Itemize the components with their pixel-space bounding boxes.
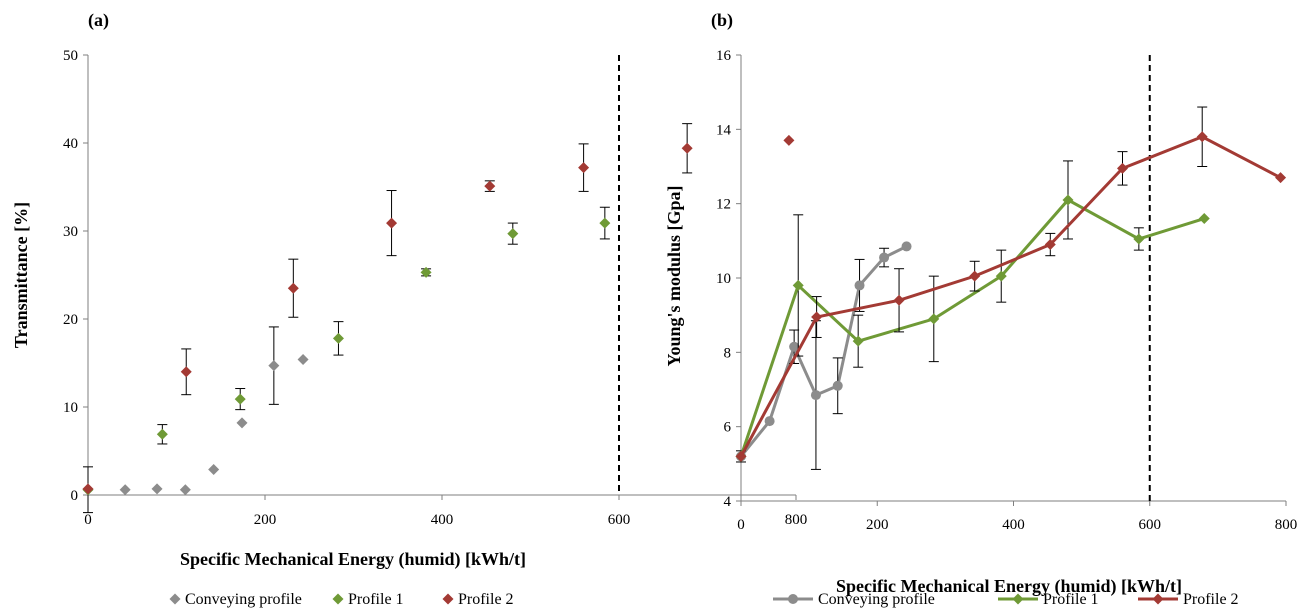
y-tick-label: 8 — [724, 345, 732, 361]
marks-b — [735, 55, 1287, 501]
y-axis-title-a: Transmittance [%] — [11, 202, 31, 348]
data-point-profile-2 — [681, 142, 693, 154]
panel-label-b: (b) — [711, 10, 733, 31]
data-point-conveying-profile — [208, 463, 220, 475]
y-tick-label: 14 — [716, 122, 732, 138]
data-point-conveying-profile — [297, 353, 309, 365]
data-point-profile-2 — [82, 483, 94, 495]
y-tick-label: 50 — [63, 48, 78, 64]
data-point-profile-1 — [1133, 233, 1145, 245]
x-tick-label: 600 — [608, 512, 631, 528]
x-tick-label: 800 — [1275, 517, 1298, 533]
data-point-profile-1 — [792, 279, 804, 291]
y-tick-label: 12 — [716, 197, 731, 213]
data-point-profile-1 — [507, 228, 519, 240]
x-tick-label: 600 — [1139, 517, 1162, 533]
data-point-conveying-profile — [832, 380, 843, 391]
y-axis-title-b: Young's modulus [Gpa] — [664, 185, 684, 366]
x-tick-label: 800 — [785, 512, 808, 528]
data-point-profile-1 — [420, 266, 432, 278]
data-point-profile-1 — [852, 335, 864, 347]
axes-a: 0 10 20 30 40 50 0 200 400 600 800 — [63, 48, 807, 528]
data-point-profile-2 — [1117, 162, 1128, 174]
panel-label-a: (a) — [88, 10, 109, 31]
series-line-profile-2 — [739, 135, 1282, 458]
x-axis-title-a: Specific Mechanical Energy (humid) [kWh/… — [180, 549, 526, 570]
x-tick-label: 0 — [737, 517, 745, 533]
chart-panel-b: (b) 4 6 8 10 12 14 16 0 200 400 600 800 Specific Me… — [664, 10, 1297, 608]
data-point-profile-2 — [1275, 172, 1287, 184]
data-point-profile-1 — [1198, 213, 1210, 225]
data-point-profile-2 — [484, 180, 496, 192]
x-axis-title-b: Specific Mechanical Energy (humid) [kWh/… — [836, 576, 1182, 597]
y-tick-label: 10 — [63, 400, 78, 416]
data-point-conveying-profile — [119, 484, 131, 496]
legend-label-profile-2: Profile 2 — [1183, 591, 1239, 608]
legend-label-profile-1: Profile 1 — [1043, 591, 1099, 608]
data-point-conveying-profile — [879, 252, 890, 263]
y-tick-label: 4 — [724, 494, 732, 510]
series-line-profile-1 — [739, 198, 1205, 457]
legend-marker-conveying-profile — [169, 593, 181, 605]
legend-a: Conveying profile Profile 1 Profile 2 — [169, 591, 514, 608]
data-point-conveying-profile — [854, 280, 865, 291]
data-point-conveying-profile — [268, 360, 280, 372]
legend-marker-profile-1 — [332, 593, 344, 605]
y-tick-label: 0 — [71, 488, 79, 504]
data-point-profile-2 — [811, 311, 823, 323]
y-tick-label: 30 — [63, 224, 78, 240]
data-point-conveying-profile — [810, 390, 821, 401]
x-tick-label: 200 — [254, 512, 277, 528]
data-point-conveying-profile — [151, 483, 163, 495]
data-point-profile-2 — [287, 282, 299, 294]
y-tick-label: 16 — [716, 48, 732, 64]
data-point-profile-1 — [332, 332, 344, 344]
legend-label-profile-2: Profile 2 — [458, 591, 514, 608]
data-point-conveying-profile — [236, 417, 248, 429]
x-tick-label: 400 — [431, 512, 454, 528]
y-tick-label: 6 — [724, 420, 732, 436]
legend-marker-profile-1 — [1012, 593, 1024, 605]
data-point-profile-2 — [735, 450, 747, 462]
legend-marker-conveying-profile — [788, 594, 798, 604]
x-tick-label: 0 — [84, 512, 92, 528]
y-tick-label: 10 — [716, 271, 731, 287]
data-point-conveying-profile — [789, 341, 800, 352]
data-point-profile-1 — [234, 393, 246, 405]
data-point-conveying-profile — [764, 416, 775, 427]
x-tick-label: 200 — [866, 517, 889, 533]
data-point-profile-2 — [578, 162, 590, 174]
legend-label-conveying-profile: Conveying profile — [185, 591, 302, 608]
x-tick-label: 400 — [1002, 517, 1025, 533]
axes-b: 4 6 8 10 12 14 16 0 200 400 600 800 — [716, 48, 1297, 533]
legend-marker-profile-2 — [1152, 593, 1164, 605]
data-point-profile-2 — [1044, 239, 1056, 251]
data-point-profile-2 — [969, 270, 981, 282]
data-point-conveying-profile — [901, 241, 912, 252]
marks-a — [82, 55, 795, 514]
y-tick-label: 20 — [63, 312, 78, 328]
data-point-profile-1 — [599, 217, 611, 229]
data-point-profile-1 — [156, 428, 168, 440]
data-point-conveying-profile — [179, 484, 191, 496]
data-point-profile-1 — [1062, 194, 1074, 206]
y-tick-label: 40 — [63, 136, 78, 152]
data-point-profile-2 — [783, 134, 795, 146]
data-point-profile-1 — [995, 270, 1007, 282]
legend-label-profile-1: Profile 1 — [348, 591, 404, 608]
legend-b: Conveying profile Profile 1 Profile 2 — [773, 591, 1239, 608]
legend-label-conveying-profile: Conveying profile — [818, 591, 935, 608]
data-point-profile-2 — [893, 294, 905, 306]
data-point-profile-2 — [386, 217, 398, 229]
data-point-profile-2 — [1196, 131, 1208, 143]
legend-marker-profile-2 — [442, 593, 454, 605]
data-point-profile-2 — [180, 366, 192, 378]
data-point-profile-1 — [928, 313, 940, 325]
series-line-conveying-profile — [739, 245, 908, 458]
